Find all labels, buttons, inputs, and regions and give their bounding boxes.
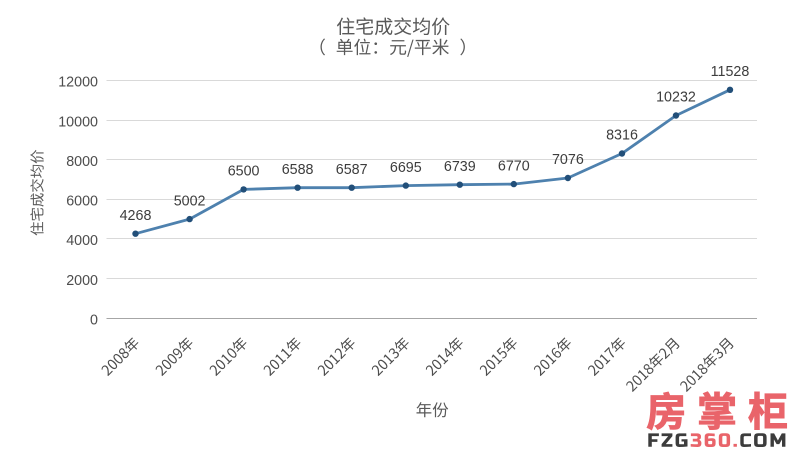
svg-text:6587: 6587 (336, 162, 368, 178)
svg-text:6000: 6000 (66, 194, 98, 210)
svg-text:6695: 6695 (390, 160, 422, 176)
svg-text:8000: 8000 (66, 154, 98, 170)
svg-text:6588: 6588 (282, 162, 314, 178)
svg-text:6770: 6770 (498, 158, 530, 174)
svg-text:12000: 12000 (58, 75, 98, 91)
svg-text:2000: 2000 (66, 273, 98, 289)
svg-text:6739: 6739 (444, 159, 476, 175)
svg-text:6500: 6500 (228, 164, 260, 180)
svg-text:4268: 4268 (120, 208, 152, 224)
svg-text:5002: 5002 (174, 193, 206, 209)
svg-text:7076: 7076 (552, 152, 584, 168)
svg-text:8316: 8316 (606, 128, 638, 144)
svg-text:0: 0 (90, 312, 98, 328)
svg-text:10232: 10232 (656, 90, 696, 106)
svg-text:11528: 11528 (711, 64, 750, 80)
svg-text:4000: 4000 (66, 233, 98, 249)
svg-text:10000: 10000 (58, 114, 98, 130)
